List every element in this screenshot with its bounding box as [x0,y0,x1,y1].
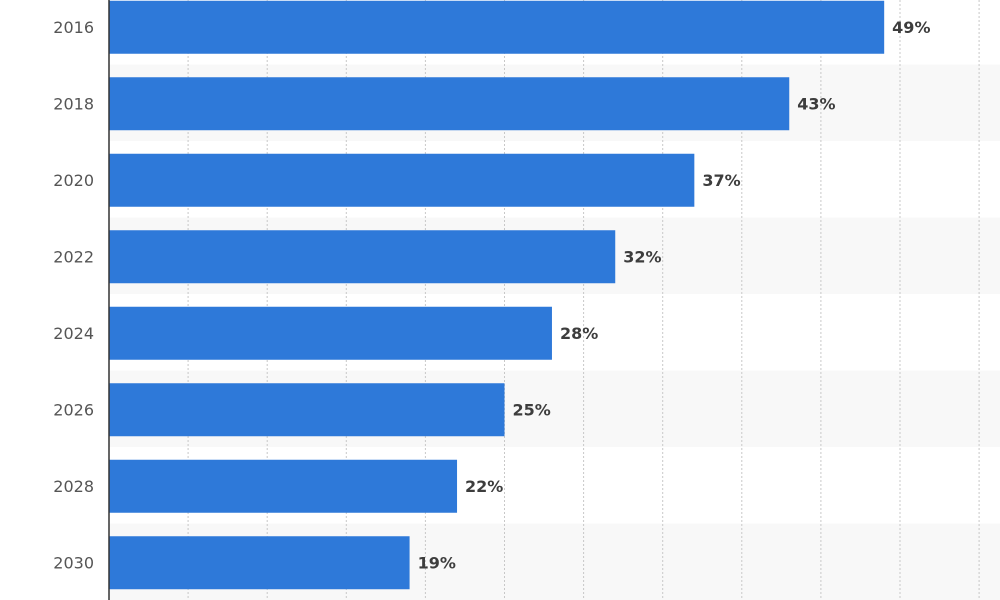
category-label: 2030 [53,553,94,572]
bars [109,0,885,590]
value-label: 19% [418,553,456,572]
bar-2018 [109,77,790,131]
category-label: 2026 [53,400,94,419]
value-label: 28% [560,324,598,343]
value-label: 25% [513,400,551,419]
category-labels: 2016 2018 2020 2022 2024 2026 2028 2030 [53,18,94,573]
bar-2028 [109,459,458,513]
category-label: 2016 [53,18,94,37]
category-label: 2024 [53,324,94,343]
category-label: 2018 [53,94,94,113]
value-label: 32% [623,247,661,266]
value-label: 43% [797,94,835,113]
bar-2024 [109,306,552,360]
bar-2022 [109,230,616,284]
value-label: 37% [702,171,740,190]
category-label: 2028 [53,477,94,496]
bar-2020 [109,153,695,207]
value-label: 22% [465,477,503,496]
value-label: 49% [892,18,930,37]
bar-2026 [109,383,505,437]
value-labels: 49% 43% 37% 32% 28% 25% 22% 19% [418,18,931,573]
category-label: 2020 [53,171,94,190]
category-label: 2022 [53,247,94,266]
bar-2016 [109,0,885,54]
bar-2030 [109,536,410,590]
